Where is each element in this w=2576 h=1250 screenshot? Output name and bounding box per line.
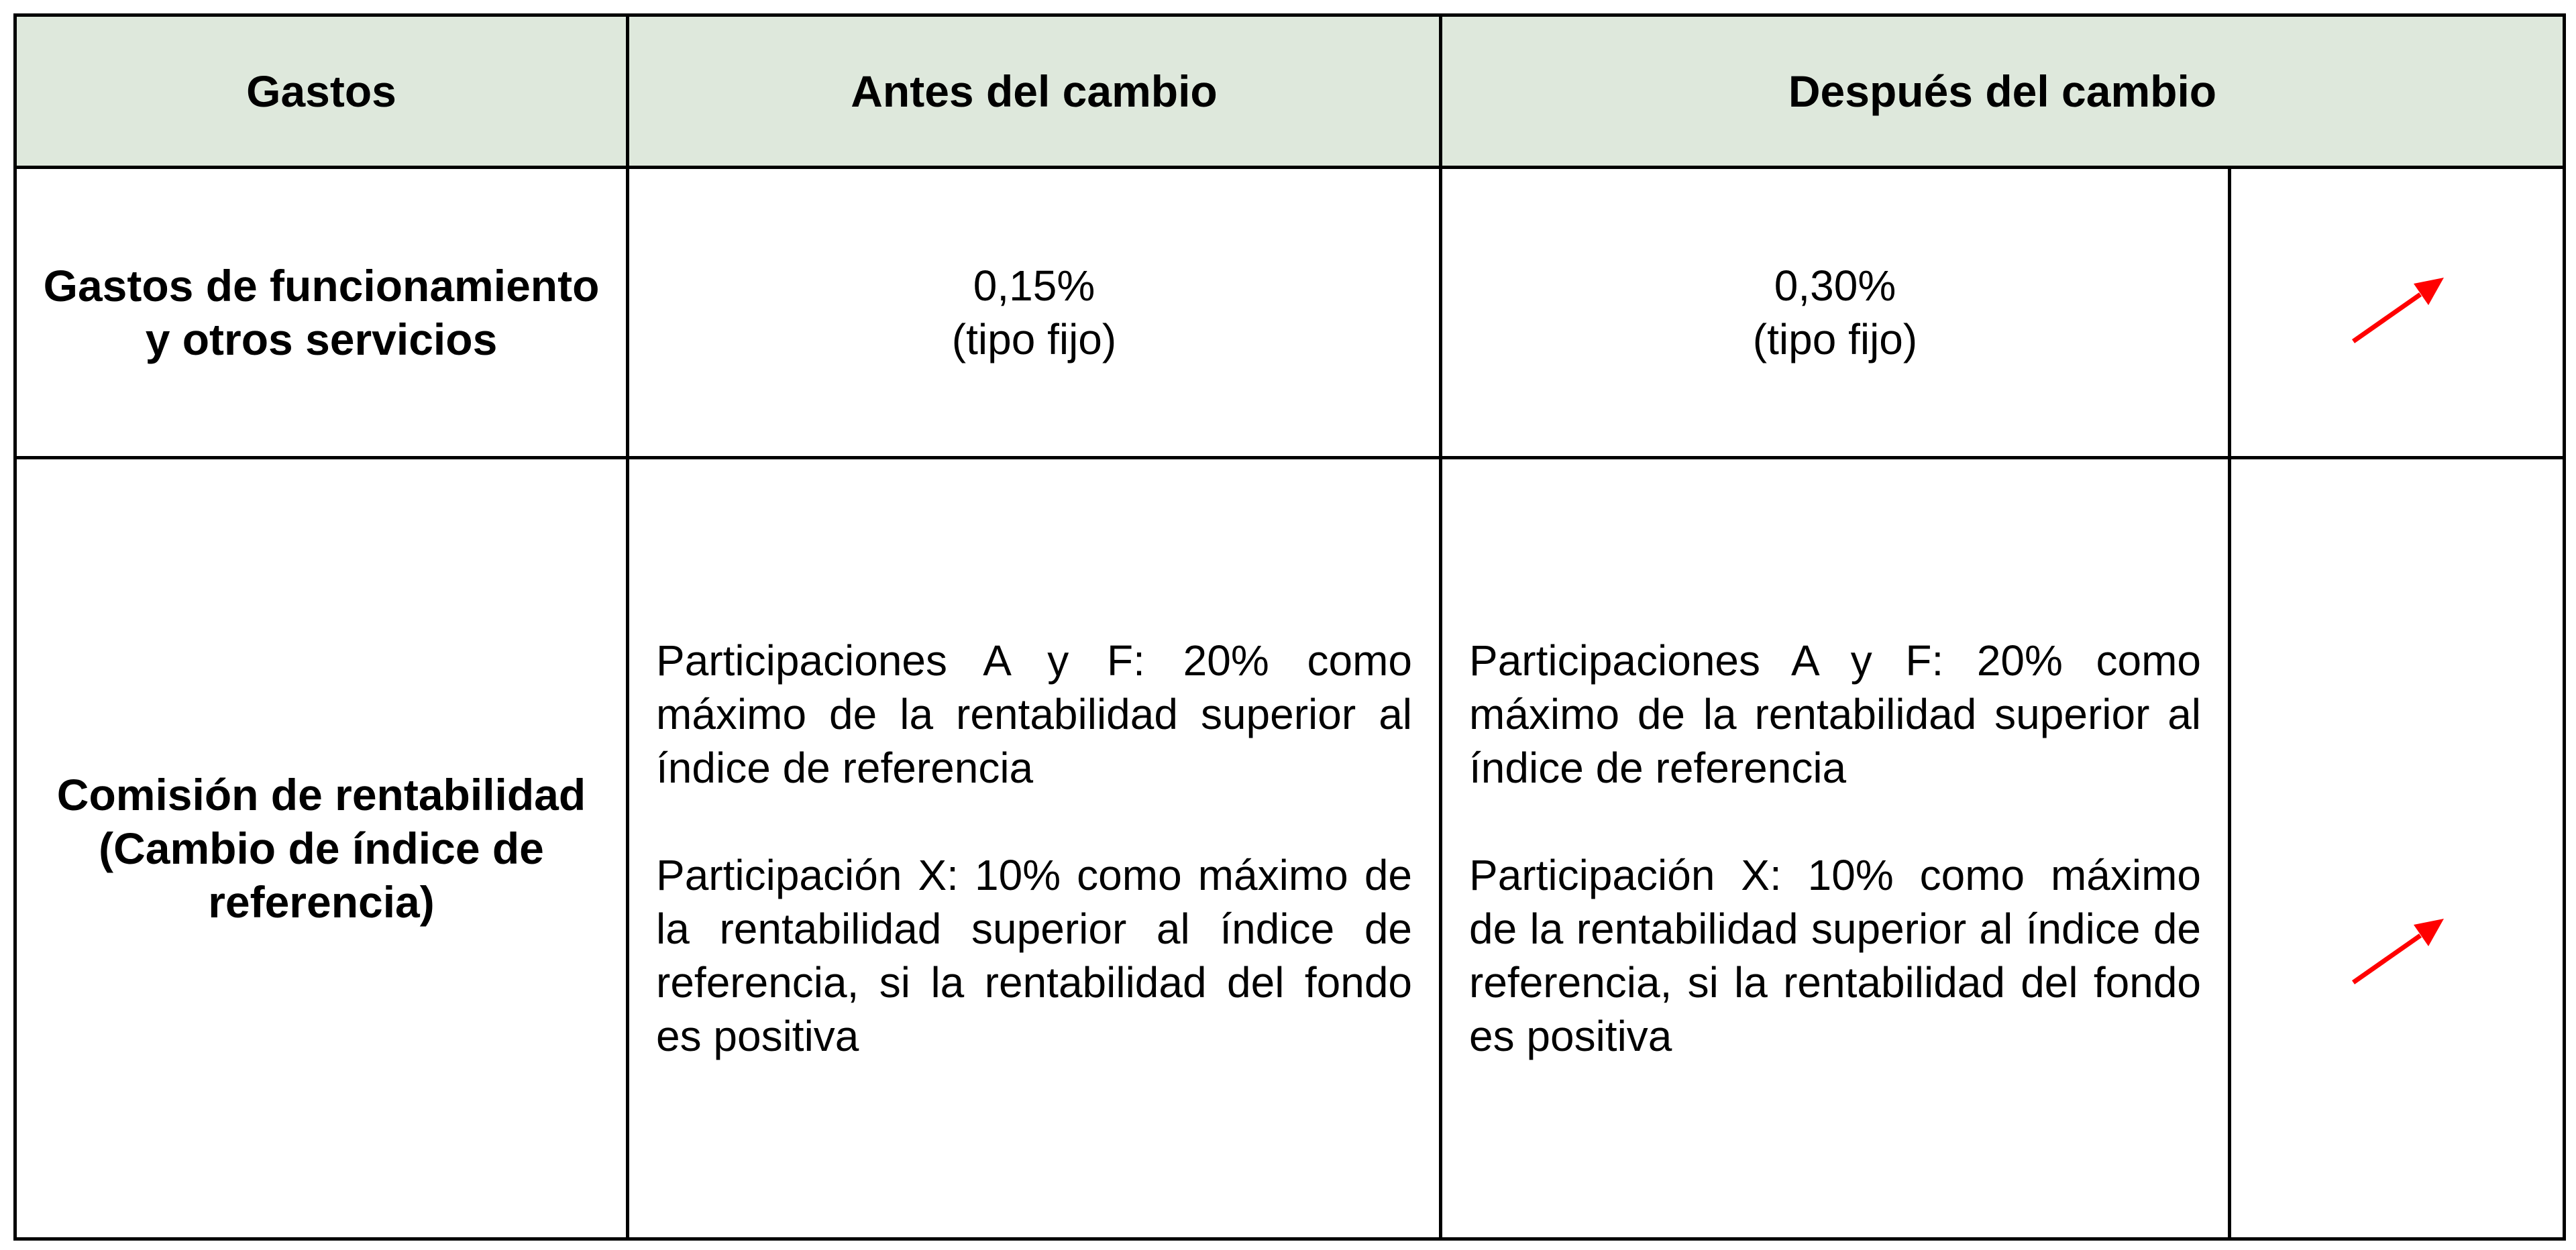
row-label: Comisión de rentabilidad (Cambio de índi… (13, 456, 629, 1241)
fees-comparison-table: Gastos Antes del cambio Después del camb… (13, 13, 2566, 1241)
header-row: Gastos Antes del cambio Después del camb… (13, 13, 2566, 169)
table-row: Comisión de rentabilidad (Cambio de índi… (13, 456, 2566, 1241)
arrow-up-right-icon (2351, 277, 2444, 343)
after-cell: Participaciones A y F: 20% como máximo d… (1439, 456, 2231, 1241)
header-gastos: Gastos (13, 13, 629, 169)
before-cell: Participaciones A y F: 20% como máximo d… (626, 456, 1442, 1241)
before-paragraph: Participación X: 10% como máximo de la r… (656, 851, 1412, 1060)
table-row: Gastos de funcionamiento y otros servici… (13, 166, 2566, 459)
after-paragraph: Participación X: 10% como máximo de la r… (1469, 851, 2201, 1060)
header-despues: Después del cambio (1439, 13, 2566, 169)
before-note: (tipo fijo) (951, 315, 1117, 363)
after-value: 0,30% (1774, 262, 1896, 310)
arrow-up-right-icon (2351, 919, 2444, 984)
after-cell: 0,30% (tipo fijo) (1439, 166, 2231, 459)
before-paragraph: Participaciones A y F: 20% como máximo d… (656, 636, 1412, 792)
before-value: 0,15% (973, 262, 1095, 310)
after-paragraph: Participaciones A y F: 20% como máximo d… (1469, 636, 2201, 792)
after-note: (tipo fijo) (1752, 315, 1918, 363)
trend-cell (2228, 166, 2566, 459)
row-label: Gastos de funcionamiento y otros servici… (13, 166, 629, 459)
trend-cell (2228, 456, 2566, 1241)
before-cell: 0,15% (tipo fijo) (626, 166, 1442, 459)
header-antes: Antes del cambio (626, 13, 1442, 169)
